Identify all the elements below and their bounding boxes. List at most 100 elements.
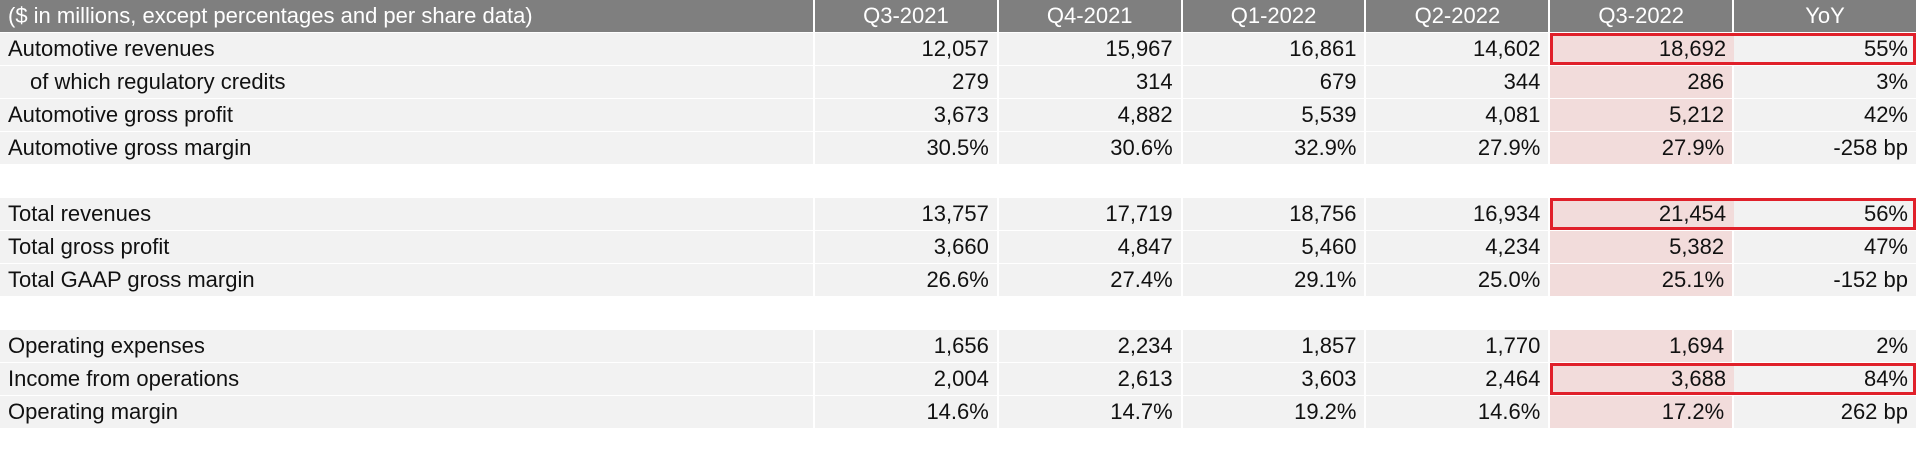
- header-cell: Q2-2022: [1366, 0, 1551, 33]
- value-cell: 2,613: [998, 363, 1183, 396]
- value-cell: 15,967: [998, 33, 1183, 66]
- row-label: Automotive gross margin: [0, 132, 815, 165]
- header-cell: Q3-2021: [815, 0, 999, 33]
- value-cell: 16,861: [1182, 33, 1367, 66]
- value-cell: 5,460: [1182, 231, 1367, 264]
- spacer-cell: [1366, 297, 1551, 330]
- row-label: Automotive revenues: [0, 33, 815, 66]
- data-row: Total GAAP gross margin 26.6% 27.4% 29.1% 25…: [0, 264, 1918, 297]
- value-cell: 25.1%: [1550, 264, 1735, 297]
- value-cell: 55%: [1734, 33, 1918, 66]
- value-cell: 1,656: [815, 330, 999, 363]
- value-cell: 14.6%: [1366, 396, 1551, 429]
- data-row: Automotive gross margin 30.5% 30.6% 32.9% 27…: [0, 132, 1918, 165]
- value-cell: 1,857: [1182, 330, 1367, 363]
- row-label: Total GAAP gross margin: [0, 264, 815, 297]
- header-cell: Q4-2021: [998, 0, 1183, 33]
- value-cell: 2,004: [815, 363, 999, 396]
- value-cell: 13,757: [815, 198, 999, 231]
- spacer-row: [0, 297, 1918, 330]
- value-cell: 679: [1182, 66, 1367, 99]
- value-cell: 21,454: [1550, 198, 1735, 231]
- value-cell: 84%: [1734, 363, 1918, 396]
- value-cell: 25.0%: [1366, 264, 1551, 297]
- spacer-cell: [1734, 165, 1918, 198]
- value-cell: 14.7%: [998, 396, 1183, 429]
- value-cell: 1,694: [1550, 330, 1735, 363]
- value-cell: 18,692: [1550, 33, 1735, 66]
- value-cell: 2,234: [998, 330, 1183, 363]
- data-row: Operating margin 14.6% 14.7% 19.2% 14.6% 17.2…: [0, 396, 1918, 429]
- value-cell: 47%: [1734, 231, 1918, 264]
- spacer-cell: [0, 165, 815, 198]
- header-row: ($ in millions, except percentages and p…: [0, 0, 1918, 33]
- data-row: Automotive revenues 12,057 15,967 16,861 14,…: [0, 33, 1918, 66]
- spacer-cell: [1182, 165, 1367, 198]
- financial-table: ($ in millions, except percentages and p…: [0, 0, 1918, 429]
- value-cell: 4,234: [1366, 231, 1551, 264]
- value-cell: 4,882: [998, 99, 1183, 132]
- row-label: Total gross profit: [0, 231, 815, 264]
- value-cell: 19.2%: [1182, 396, 1367, 429]
- value-cell: 286: [1550, 66, 1735, 99]
- value-cell: 32.9%: [1182, 132, 1367, 165]
- value-cell: 2%: [1734, 330, 1918, 363]
- data-row: Total gross profit 3,660 4,847 5,460 4,234 5,…: [0, 231, 1918, 264]
- header-cell: Q1-2022: [1182, 0, 1367, 33]
- value-cell: 2,464: [1366, 363, 1551, 396]
- value-cell: 27.4%: [998, 264, 1183, 297]
- value-cell: 16,934: [1366, 198, 1551, 231]
- spacer-cell: [1734, 297, 1918, 330]
- data-row: of which regulatory credits 279 314 679 344 2…: [0, 66, 1918, 99]
- value-cell: 18,756: [1182, 198, 1367, 231]
- spacer-cell: [1366, 165, 1551, 198]
- value-cell: 5,212: [1550, 99, 1735, 132]
- value-cell: 14.6%: [815, 396, 999, 429]
- spacer-cell: [998, 297, 1183, 330]
- value-cell: 262 bp: [1734, 396, 1918, 429]
- value-cell: 3,688: [1550, 363, 1735, 396]
- row-label: of which regulatory credits: [0, 66, 815, 99]
- data-row: Income from operations 2,004 2,613 3,603 2,4…: [0, 363, 1918, 396]
- row-label: Operating expenses: [0, 330, 815, 363]
- row-label: Automotive gross profit: [0, 99, 815, 132]
- spacer-cell: [1182, 297, 1367, 330]
- value-cell: 17.2%: [1550, 396, 1735, 429]
- value-cell: 30.6%: [998, 132, 1183, 165]
- header-cell: ($ in millions, except percentages and p…: [0, 0, 815, 33]
- value-cell: 30.5%: [815, 132, 999, 165]
- value-cell: 3,673: [815, 99, 999, 132]
- value-cell: 14,602: [1366, 33, 1551, 66]
- value-cell: 279: [815, 66, 999, 99]
- value-cell: 42%: [1734, 99, 1918, 132]
- spacer-cell: [815, 297, 999, 330]
- spacer-cell: [0, 297, 815, 330]
- data-row: Automotive gross profit 3,673 4,882 5,539 4,…: [0, 99, 1918, 132]
- header-cell: Q3-2022: [1550, 0, 1735, 33]
- value-cell: 4,081: [1366, 99, 1551, 132]
- value-cell: 26.6%: [815, 264, 999, 297]
- value-cell: 56%: [1734, 198, 1918, 231]
- value-cell: 3%: [1734, 66, 1918, 99]
- value-cell: 17,719: [998, 198, 1183, 231]
- spacer-cell: [1550, 165, 1735, 198]
- data-row: Total revenues 13,757 17,719 18,756 16,934 21…: [0, 198, 1918, 231]
- value-cell: 27.9%: [1366, 132, 1551, 165]
- row-label: Operating margin: [0, 396, 815, 429]
- value-cell: 1,770: [1366, 330, 1551, 363]
- spacer-cell: [815, 165, 999, 198]
- row-label: Total revenues: [0, 198, 815, 231]
- value-cell: 5,382: [1550, 231, 1735, 264]
- row-label: Income from operations: [0, 363, 815, 396]
- header-cell: YoY: [1734, 0, 1918, 33]
- value-cell: 3,603: [1182, 363, 1367, 396]
- spacer-row: [0, 165, 1918, 198]
- value-cell: 29.1%: [1182, 264, 1367, 297]
- value-cell: 12,057: [815, 33, 999, 66]
- data-row: Operating expenses 1,656 2,234 1,857 1,770 1,…: [0, 330, 1918, 363]
- value-cell: -152 bp: [1734, 264, 1918, 297]
- value-cell: 4,847: [998, 231, 1183, 264]
- value-cell: 3,660: [815, 231, 999, 264]
- spacer-cell: [1550, 297, 1735, 330]
